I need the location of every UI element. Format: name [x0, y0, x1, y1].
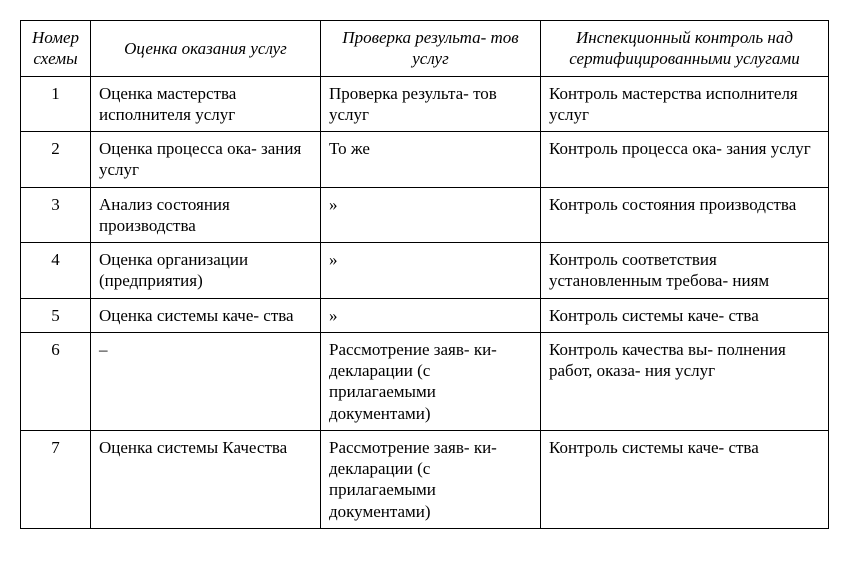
header-num: Номер схемы — [21, 21, 91, 77]
cell-check: » — [321, 298, 541, 332]
cell-assess: Оценка системы каче- ства — [91, 298, 321, 332]
cell-check: Проверка результа- тов услуг — [321, 76, 541, 132]
cell-assess: Оценка процесса ока- зания услуг — [91, 132, 321, 188]
table-row: 1Оценка мастерства исполнителя услугПров… — [21, 76, 829, 132]
cell-num: 2 — [21, 132, 91, 188]
cell-insp: Контроль процесса ока- зания услуг — [541, 132, 829, 188]
cell-insp: Контроль системы каче- ства — [541, 430, 829, 528]
cell-insp: Контроль соответствия установленным треб… — [541, 243, 829, 299]
cell-assess: Оценка системы Качества — [91, 430, 321, 528]
table-row: 2Оценка процесса ока- зания услугТо жеКо… — [21, 132, 829, 188]
cell-num: 5 — [21, 298, 91, 332]
table-header-row: Номер схемы Оценка оказания услуг Провер… — [21, 21, 829, 77]
header-insp: Инспекционный контроль над сертифицирова… — [541, 21, 829, 77]
cell-check: То же — [321, 132, 541, 188]
cell-insp: Контроль качества вы- полнения работ, ок… — [541, 332, 829, 430]
header-check: Проверка результа- тов услуг — [321, 21, 541, 77]
cell-insp: Контроль мастерства исполнителя услуг — [541, 76, 829, 132]
cell-num: 1 — [21, 76, 91, 132]
cell-num: 3 — [21, 187, 91, 243]
cell-insp: Контроль системы каче- ства — [541, 298, 829, 332]
cell-check: Рассмотрение заяв- ки-декларации (с прил… — [321, 332, 541, 430]
table-row: 4Оценка организации (предприятия)»Контро… — [21, 243, 829, 299]
table-row: 6–Рассмотрение заяв- ки-декларации (с пр… — [21, 332, 829, 430]
cell-num: 7 — [21, 430, 91, 528]
cell-assess: Оценка организации (предприятия) — [91, 243, 321, 299]
cell-check: Рассмотрение заяв- ки-декларации (с прил… — [321, 430, 541, 528]
cell-num: 4 — [21, 243, 91, 299]
table-body: 1Оценка мастерства исполнителя услугПров… — [21, 76, 829, 528]
certification-schemes-table: Номер схемы Оценка оказания услуг Провер… — [20, 20, 829, 529]
header-assess: Оценка оказания услуг — [91, 21, 321, 77]
cell-assess: Оценка мастерства исполнителя услуг — [91, 76, 321, 132]
cell-check: » — [321, 243, 541, 299]
cell-assess: – — [91, 332, 321, 430]
cell-assess: Анализ состояния производства — [91, 187, 321, 243]
cell-num: 6 — [21, 332, 91, 430]
table-row: 5Оценка системы каче- ства»Контроль сист… — [21, 298, 829, 332]
table-row: 3Анализ состояния производства»Контроль … — [21, 187, 829, 243]
table-row: 7Оценка системы КачестваРассмотрение зая… — [21, 430, 829, 528]
cell-check: » — [321, 187, 541, 243]
cell-insp: Контроль состояния производства — [541, 187, 829, 243]
